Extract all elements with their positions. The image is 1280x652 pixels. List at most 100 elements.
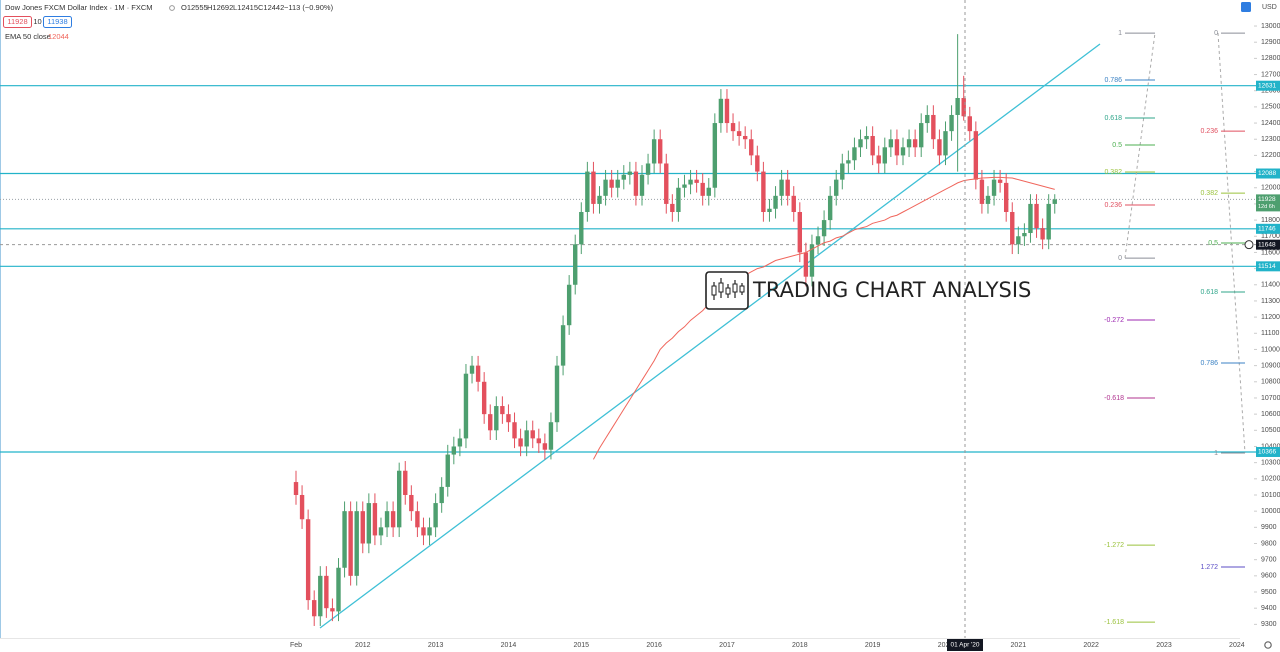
fib-label: 0.618 [1104,115,1122,122]
candle-body [712,123,718,188]
candle-body [706,187,711,196]
level-tag [1256,168,1280,179]
candle-body [925,114,930,124]
candle-body [336,567,341,612]
x-tick-label: 2012 [355,642,371,649]
candle-body [475,365,481,382]
level-tag-label: 11746 [1258,226,1276,233]
x-tick-label: 2018 [792,642,808,649]
levels [0,85,1256,453]
candle-body [742,135,748,140]
crosshair-price: 11648 [1258,241,1276,248]
y-tick-label: 10200 [1261,476,1280,483]
fib-label: 0.786 [1200,360,1218,367]
candle-body [937,139,942,156]
candle-body [318,575,323,617]
candle-body [573,244,578,285]
level-tag-label: 10366 [1258,449,1276,456]
candle-body [791,195,796,212]
y-tick-label: 9600 [1261,573,1277,580]
buy-button[interactable] [43,16,72,28]
ohlc-high: H12692 [207,3,233,12]
fib-label: 1 [1118,30,1122,37]
fib-label: 0.786 [1104,77,1122,84]
candle-body [1046,203,1051,240]
candle-body [348,511,353,576]
candle-body [506,414,511,423]
y-tick-label: 11400 [1261,282,1280,289]
fib-label: 0.236 [1200,128,1218,135]
y-tick-label: 9700 [1261,557,1277,564]
candle-body [360,511,365,544]
y-tick-label: 10800 [1261,379,1280,386]
candle-body [1022,233,1027,237]
fib-label: 0.382 [1200,190,1218,197]
x-tick-label: 2017 [719,642,735,649]
candle-body [785,179,790,196]
y-tick-label: 12400 [1261,120,1280,127]
ema [592,176,1055,460]
candle-body [433,503,438,528]
candle-body [985,195,991,204]
candle-body [330,608,335,612]
candle-body [585,171,590,212]
candle-body [324,575,329,609]
candle-body [888,139,894,148]
y-tick-label: 12500 [1261,104,1280,111]
candle-body [409,494,414,512]
crosshair-time-tag [947,639,983,651]
x-tick-label: 2016 [646,642,662,649]
candle-body [827,195,833,221]
level-tag [1256,223,1280,234]
candle-body [870,135,875,156]
y-tick-label: 10900 [1261,362,1280,369]
candle-body [991,179,997,196]
candle-body [700,182,705,196]
candle-body [1034,203,1039,229]
candle-body [858,139,863,148]
y-tick-label: 11800 [1261,217,1280,224]
candle-body [967,116,972,132]
candle-body [694,179,699,183]
candle-body [481,381,487,415]
symbol-title: Dow Jones FXCM Dollar Index · 1M · FXCM [5,3,153,12]
candle-body [658,139,663,164]
fib-label: 0.5 [1208,240,1218,247]
candle-body [773,195,778,209]
candle-body [931,114,936,140]
y-tick-label: 12300 [1261,136,1280,143]
watermark: TRADING CHART ANALYSIS [705,271,1031,310]
ema-legend: EMA 50 close [5,32,51,41]
candle-body [457,438,463,447]
x-tick-label: Feb [290,642,302,649]
candle-body [645,163,651,175]
candle-body [639,174,645,196]
candle-body [421,527,426,536]
y-tick-label: 11700 [1261,233,1280,240]
candle-body [566,284,572,326]
candle-body [354,511,359,576]
candle-body [809,244,815,277]
y-tick-label: 10600 [1261,411,1280,418]
candle-body [415,511,420,528]
x-tick-label: 2021 [1011,642,1027,649]
visibility-icon[interactable] [169,5,175,11]
y-tick-label: 11600 [1261,249,1280,256]
candle-body [378,527,384,536]
candle-body [554,365,560,423]
y-tick-label: 9300 [1261,621,1277,628]
candle-body [451,446,457,455]
last-price-label: 11928 [1258,196,1276,203]
candle-body [803,252,809,277]
candle-body [463,373,469,439]
candle-body [518,438,523,447]
candle-body [500,406,505,415]
candle-body [603,179,608,196]
sell-button[interactable] [3,16,32,28]
gear-icon[interactable] [1264,641,1272,649]
ema-line [592,176,1055,460]
fib-label: -0.272 [1104,317,1124,324]
x-tick-label: 2015 [574,642,590,649]
settings-icon[interactable] [1241,2,1251,12]
